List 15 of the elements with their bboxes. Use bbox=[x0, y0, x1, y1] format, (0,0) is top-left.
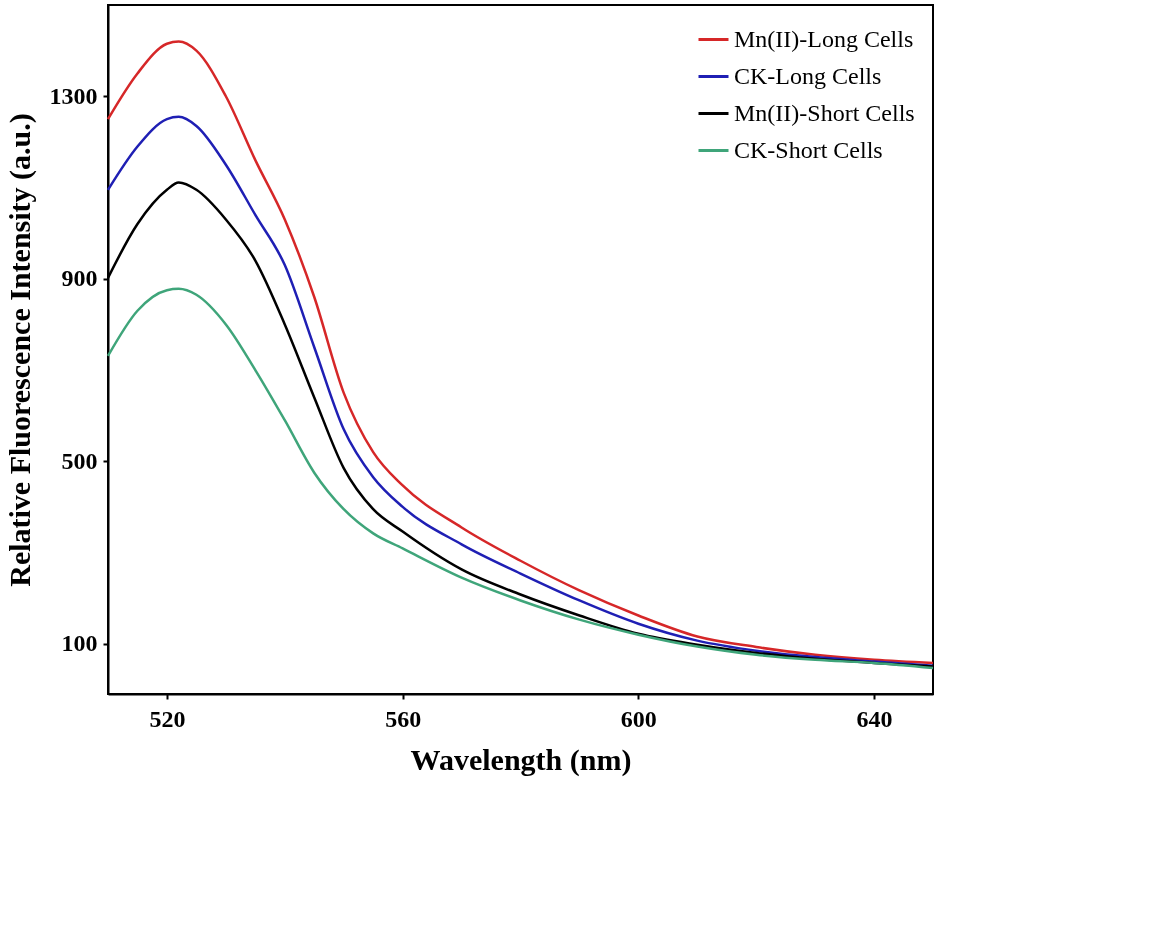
y-tick-label: 1300 bbox=[49, 82, 98, 109]
x-tick-label: 560 bbox=[385, 705, 422, 732]
legend-label: Mn(II)-Short Cells bbox=[734, 99, 915, 126]
legend-label: Mn(II)-Long Cells bbox=[734, 25, 914, 52]
x-axis-title: Wavelength (nm) bbox=[410, 742, 632, 777]
y-tick-label: 900 bbox=[61, 265, 98, 292]
y-tick-label: 100 bbox=[61, 630, 98, 657]
x-tick-label: 600 bbox=[620, 705, 657, 732]
x-tick-label: 520 bbox=[149, 705, 186, 732]
x-tick-label: 640 bbox=[856, 705, 893, 732]
y-axis-title: Relative Fluorescence Intensity (a.u.) bbox=[2, 113, 37, 587]
line-series bbox=[106, 287, 935, 670]
y-tick-label: 500 bbox=[61, 447, 98, 474]
legend-label: CK-Short Cells bbox=[734, 136, 883, 163]
legend-label: CK-Long Cells bbox=[734, 62, 882, 89]
